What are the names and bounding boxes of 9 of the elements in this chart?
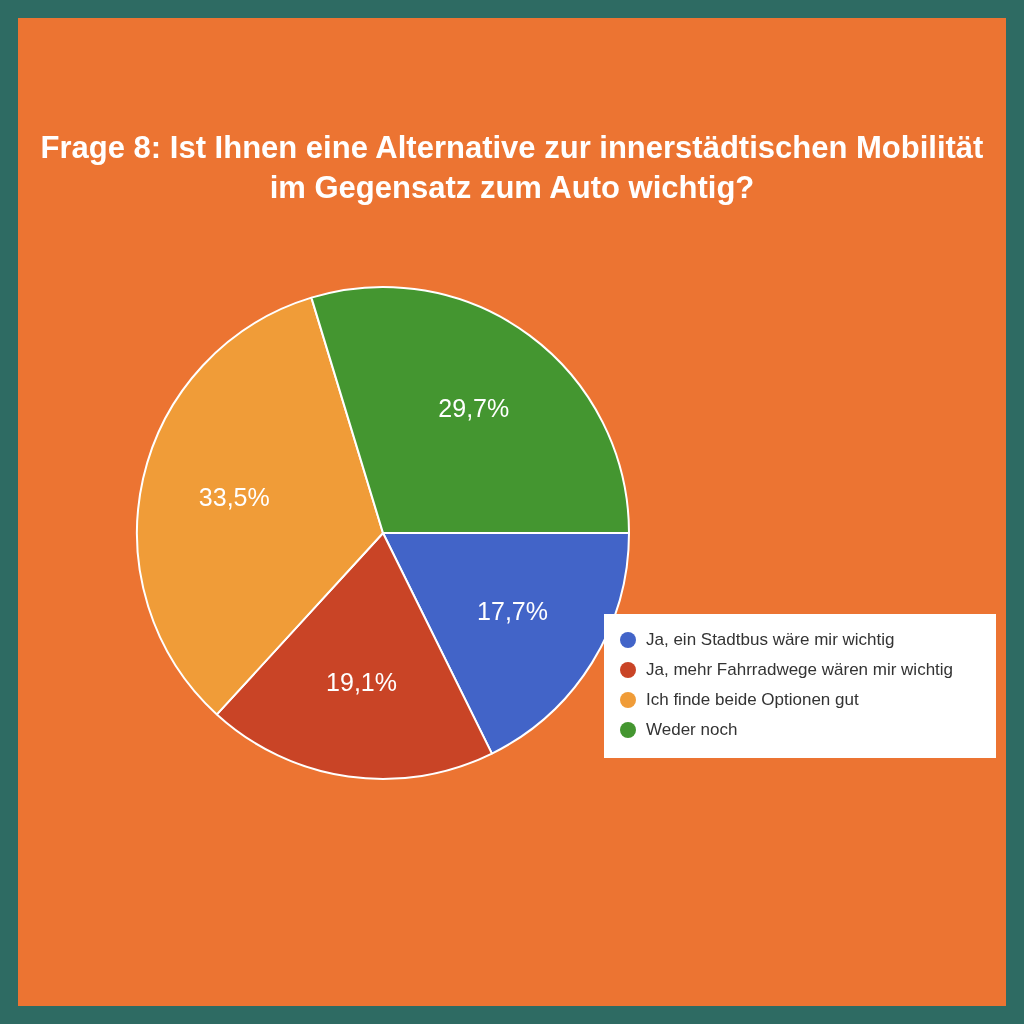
- data-label: 17,7%: [477, 597, 548, 626]
- data-label: 19,1%: [326, 667, 397, 696]
- data-label: 29,7%: [438, 394, 510, 423]
- legend-label: Weder noch: [646, 719, 738, 741]
- legend-label: Ich finde beide Optionen gut: [646, 689, 859, 711]
- legend-label: Ja, ein Stadtbus wäre mir wichtig: [646, 629, 895, 651]
- chart-title: Frage 8: Ist Ihnen eine Alternative zur innerstädtischen Mobilität im Gegensatz zum Auto wichtig?: [39, 129, 985, 207]
- legend-label: Ja, mehr Fahrradwege wären mir wichtig: [646, 659, 954, 681]
- data-label: 33,5%: [198, 483, 270, 512]
